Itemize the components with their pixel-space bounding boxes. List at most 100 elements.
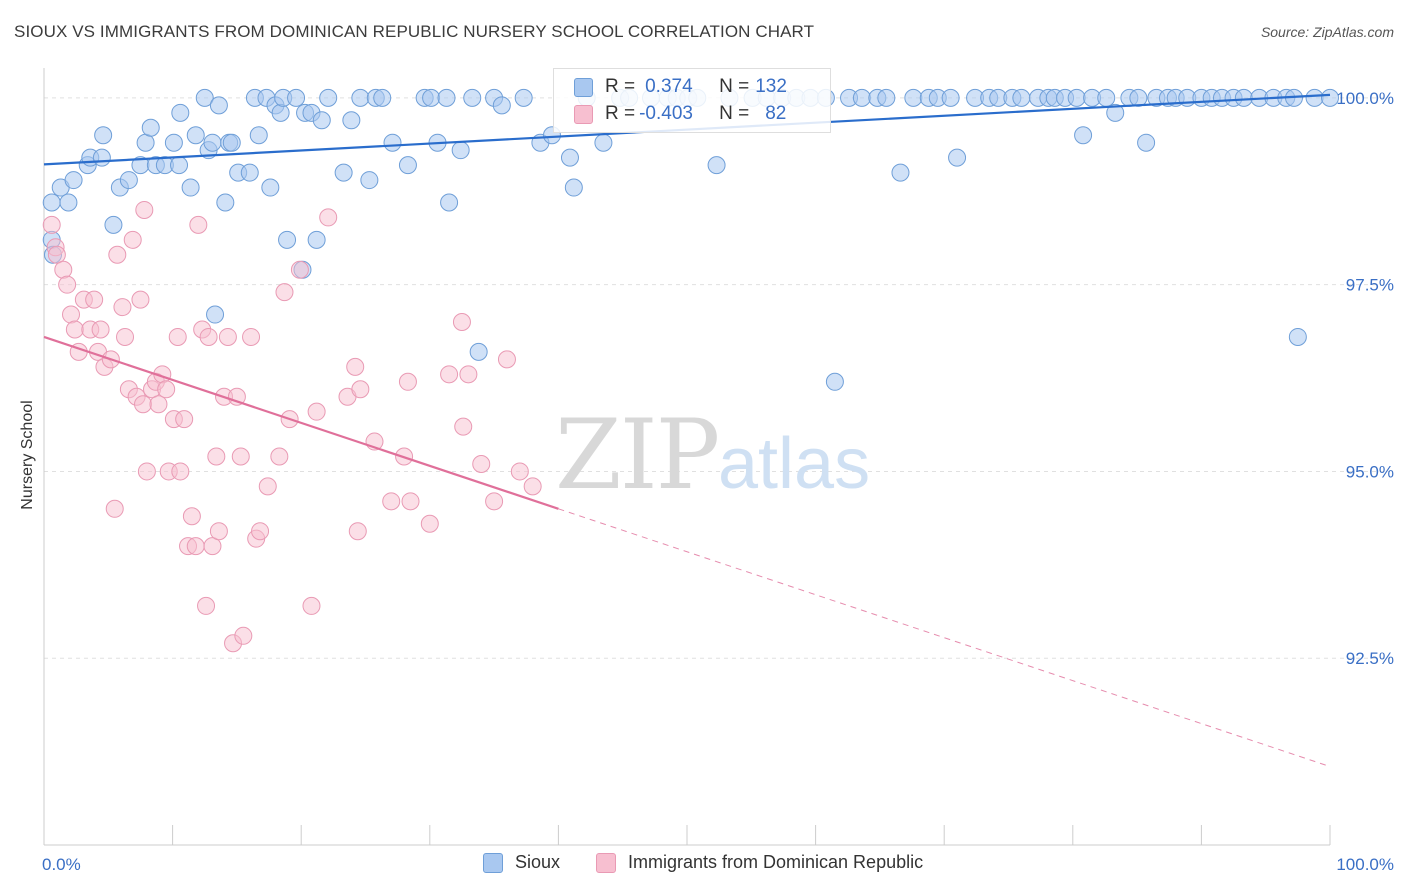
dominican-point [209,522,228,541]
dominican-point [270,447,289,466]
sioux-point [222,133,241,152]
sioux-points [42,88,1339,391]
sioux-point [170,156,189,175]
legend-n-value: 132 [755,76,787,97]
dominican-point [189,215,208,234]
sioux-point [312,111,331,130]
sioux-point [92,148,111,167]
dominican-point [459,365,478,384]
dominican-point [440,365,459,384]
sioux-point [383,133,402,152]
sioux-point [171,103,190,122]
sioux-point [437,88,456,107]
sioux-point [707,156,726,175]
dominican-point [401,492,420,511]
y-tick-label: 92.5% [1346,649,1394,668]
legend-swatch-sioux [574,77,593,97]
legend-n-label: N = [719,76,750,97]
dominican-point [275,283,294,302]
sioux-point [59,193,78,212]
sioux-point [206,305,225,324]
sioux-point [64,171,83,190]
sioux-point [94,126,113,145]
sioux-point [1137,133,1156,152]
sioux-point [1106,103,1125,122]
dominican-point [251,522,270,541]
sioux-point [398,156,417,175]
watermark-atlas: atlas [718,424,870,504]
dominican-point [42,215,61,234]
dominican-point [231,447,250,466]
dominican-point [207,447,226,466]
dominican-point [346,357,365,376]
y-tick-label: 95.0% [1346,462,1394,481]
dominican-point [157,380,176,399]
legend-r-value: 0.374 [645,76,693,97]
sioux-point [209,96,228,115]
dominican-point [258,477,277,496]
sioux-point [360,171,379,190]
sioux-point [164,133,183,152]
dominican-point [242,327,261,346]
x-tick-label: 0.0% [42,855,81,874]
series-label-sioux: Sioux [515,852,561,872]
stats-legend: R = 0.374 N = 132 R = -0.403 N = 82 [553,68,831,133]
dominican-point [452,313,471,332]
sioux-point [492,96,511,115]
dominican-point [113,298,132,317]
sioux-point [271,103,290,122]
sioux-point [891,163,910,182]
dominican-point [62,305,81,324]
dominican-point [108,245,127,264]
watermark: ZIP atlas [555,399,870,511]
sioux-point [203,133,222,152]
sioux-point [852,88,871,107]
sioux-point [1074,126,1093,145]
chart-title: SIOUX VS IMMIGRANTS FROM DOMINICAN REPUB… [14,22,815,41]
dominican-point [472,454,491,473]
dominican-point [91,320,110,339]
sioux-point [141,118,160,137]
tick-labels: 100.0% 97.5% 95.0% 92.5% 0.0% 100.0% [42,89,1394,874]
series-label-dominican: Immigrants from Dominican Republic [628,852,924,872]
sioux-point [249,126,268,145]
sioux-point [1288,327,1307,346]
sioux-point [104,215,123,234]
sioux-point [422,88,441,107]
dominican-point [398,372,417,391]
dominican-point [203,537,222,556]
sioux-point [319,88,338,107]
series-legend: Sioux Immigrants from Dominican Republic [0,852,1406,878]
legend-r-label: R = [605,76,636,97]
legend-swatch-dominican [574,104,593,124]
dominican-point [523,477,542,496]
dominican-point [186,537,205,556]
dominican-point [168,327,187,346]
sioux-point [136,133,155,152]
dominican-point [307,402,326,421]
dominican-point [171,462,190,481]
dominican-point [85,290,104,309]
series-legend-sioux: Sioux [483,852,560,873]
dominican-point [302,596,321,615]
sioux-point [1097,88,1116,107]
dominican-point [351,380,370,399]
dominican-point [420,514,439,533]
sioux-point [351,88,370,107]
dominican-point [290,260,309,279]
sioux-point [42,193,61,212]
legend-row-sioux: R = 0.374 N = 132 [574,74,787,100]
dominican-point [131,290,150,309]
dominican-point [149,395,168,414]
sioux-point [216,193,235,212]
x-tick-label: 100.0% [1336,855,1394,874]
sioux-point [181,178,200,197]
sioux-point [1129,88,1148,107]
series-legend-dominican: Immigrants from Dominican Republic [596,852,923,873]
dominican-trend-extension [558,508,1331,768]
sioux-point [1012,88,1031,107]
dominican-point [197,596,216,615]
dominican-point [182,507,201,526]
sioux-point [877,88,896,107]
